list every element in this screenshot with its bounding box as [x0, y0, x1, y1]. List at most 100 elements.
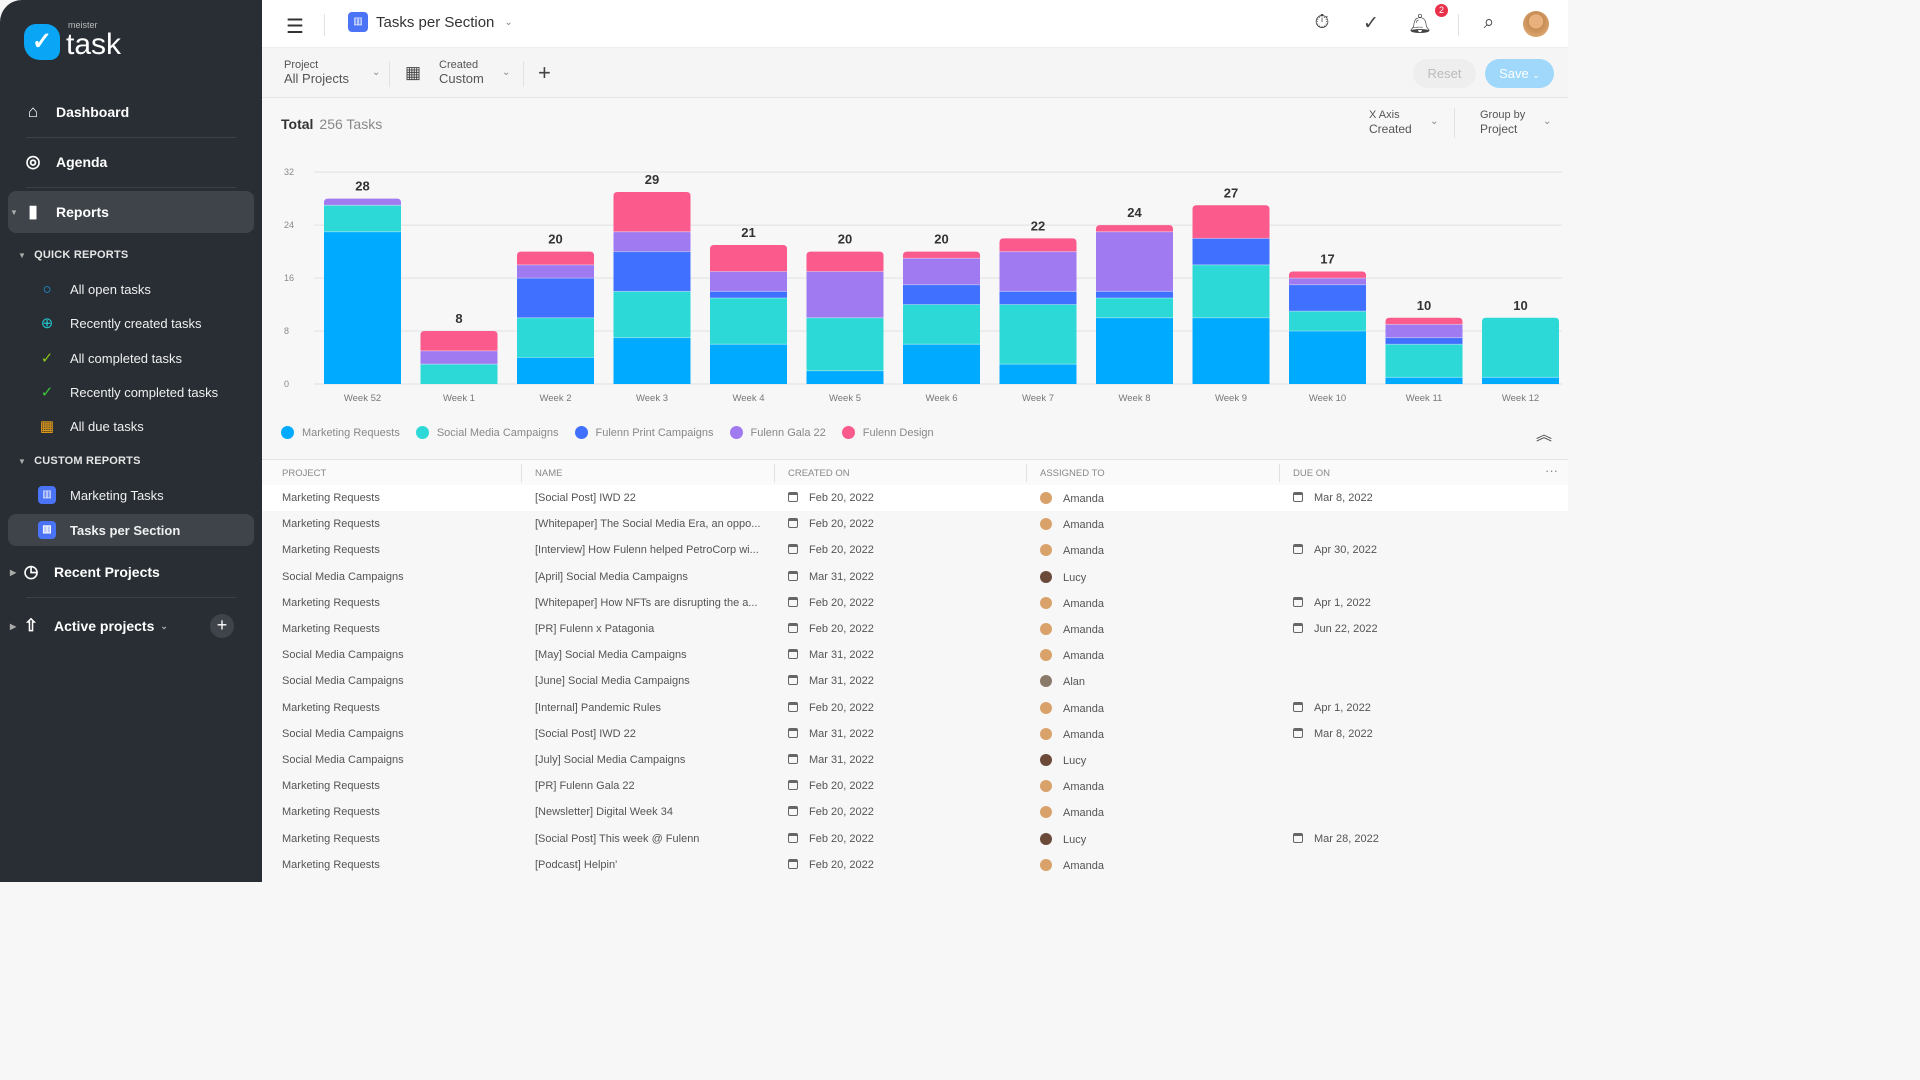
- bar-segment[interactable]: [1385, 337, 1463, 345]
- table-row[interactable]: Social Media Campaigns [May] Social Medi…: [262, 642, 1568, 668]
- name-cell[interactable]: [Social Post] IWD 22: [535, 727, 636, 740]
- report-tasks-per-section[interactable]: ▥ Tasks per Section: [8, 514, 254, 546]
- bar-segment[interactable]: [1385, 317, 1463, 325]
- check-circle-icon[interactable]: ✓: [1363, 13, 1379, 34]
- bar-segment[interactable]: [999, 251, 1077, 292]
- bar-segment[interactable]: [1289, 271, 1366, 279]
- report-all-due[interactable]: ▦ All due tasks: [8, 410, 254, 442]
- group-by-select[interactable]: Group by Project: [1480, 108, 1525, 136]
- bar-segment[interactable]: [1096, 297, 1173, 318]
- name-cell[interactable]: [Interview] How Fulenn helped PetroCorp …: [535, 544, 759, 557]
- bar-segment[interactable]: [420, 364, 498, 384]
- bar-segment[interactable]: [999, 291, 1077, 305]
- bar-segment[interactable]: [517, 357, 594, 384]
- bar-segment[interactable]: [999, 364, 1077, 384]
- reset-button[interactable]: Reset: [1413, 59, 1476, 88]
- bar-segment[interactable]: [613, 337, 691, 384]
- report-marketing-tasks[interactable]: ▥ Marketing Tasks: [8, 479, 254, 511]
- bar-segment[interactable]: [903, 284, 980, 305]
- custom-reports-header[interactable]: ▼ CUSTOM REPORTS: [18, 455, 141, 467]
- add-filter-button[interactable]: +: [538, 60, 551, 85]
- name-cell[interactable]: [May] Social Media Campaigns: [535, 649, 687, 662]
- nav-active-projects[interactable]: ▶ ⇧ Active projects ⌄ +: [8, 605, 254, 647]
- bar-segment[interactable]: [420, 331, 498, 351]
- bar-segment[interactable]: [903, 304, 980, 345]
- column-header[interactable]: PROJECT: [282, 468, 327, 479]
- menu-icon[interactable]: ☰: [286, 16, 304, 38]
- table-row[interactable]: Social Media Campaigns [July] Social Med…: [262, 747, 1568, 773]
- bar-segment[interactable]: [1385, 344, 1463, 378]
- bar-segment[interactable]: [999, 238, 1077, 252]
- search-icon[interactable]: ⌕: [1483, 12, 1495, 33]
- timer-icon[interactable]: ⏱: [1314, 12, 1330, 33]
- table-row[interactable]: Marketing Requests [Newsletter] Digital …: [262, 799, 1568, 825]
- save-button[interactable]: Save ⌄: [1485, 59, 1554, 88]
- quick-reports-header[interactable]: ▼ QUICK REPORTS: [18, 249, 128, 261]
- name-cell[interactable]: [Social Post] This week @ Fulenn: [535, 832, 700, 845]
- bar-segment[interactable]: [710, 271, 787, 292]
- table-row[interactable]: Marketing Requests [Whitepaper] The Soci…: [262, 511, 1568, 537]
- column-header[interactable]: ASSIGNED TO: [1040, 468, 1105, 479]
- table-row[interactable]: Social Media Campaigns [June] Social Med…: [262, 668, 1568, 694]
- bar-segment[interactable]: [613, 231, 691, 252]
- bar-segment[interactable]: [806, 317, 884, 371]
- collapse-chart-button[interactable]: ︽: [1535, 427, 1552, 444]
- table-row[interactable]: Marketing Requests [Internal] Pandemic R…: [262, 695, 1568, 721]
- bar-segment[interactable]: [710, 244, 787, 272]
- bar-segment[interactable]: [806, 251, 884, 272]
- bar-segment[interactable]: [517, 251, 594, 265]
- bar-segment[interactable]: [1192, 238, 1270, 265]
- bar-segment[interactable]: [1192, 317, 1270, 384]
- bar-segment[interactable]: [710, 291, 787, 298]
- bar-segment[interactable]: [1289, 278, 1366, 285]
- bar-segment[interactable]: [903, 251, 980, 259]
- more-options-icon[interactable]: ···: [1545, 463, 1558, 478]
- table-row[interactable]: Marketing Requests [Social Post] IWD 22 …: [262, 485, 1568, 511]
- bar-segment[interactable]: [1482, 377, 1559, 384]
- add-project-button[interactable]: +: [210, 614, 234, 638]
- name-cell[interactable]: [PR] Fulenn Gala 22: [535, 780, 635, 793]
- legend-item[interactable]: Marketing Requests: [281, 426, 400, 439]
- bar-segment[interactable]: [1385, 324, 1463, 338]
- bar-segment[interactable]: [517, 317, 594, 358]
- name-cell[interactable]: [Social Post] IWD 22: [535, 492, 636, 504]
- bar-segment[interactable]: [613, 251, 691, 292]
- bar-segment[interactable]: [806, 271, 884, 318]
- table-row[interactable]: Marketing Requests [Whitepaper] How NFTs…: [262, 590, 1568, 616]
- bar-segment[interactable]: [1289, 311, 1366, 332]
- bell-icon[interactable]: 🔔︎: [1408, 14, 1433, 35]
- column-header[interactable]: NAME: [535, 468, 563, 479]
- bar-segment[interactable]: [903, 258, 980, 285]
- legend-item[interactable]: Fulenn Gala 22: [729, 426, 826, 439]
- bar-segment[interactable]: [1482, 317, 1559, 378]
- nav-reports[interactable]: ▼ ▮ Reports: [8, 191, 254, 233]
- bar-segment[interactable]: [324, 231, 401, 384]
- bar-segment[interactable]: [613, 291, 691, 338]
- bar-segment[interactable]: [1096, 317, 1173, 384]
- report-recently-completed[interactable]: ✓ Recently completed tasks: [8, 376, 254, 408]
- name-cell[interactable]: [Whitepaper] How NFTs are disrupting the…: [535, 596, 758, 609]
- report-all-open-tasks[interactable]: ○ All open tasks: [8, 273, 254, 305]
- bar-segment[interactable]: [1192, 264, 1270, 318]
- bar-segment[interactable]: [806, 370, 884, 384]
- table-row[interactable]: Marketing Requests [Interview] How Fulen…: [262, 537, 1568, 563]
- bar-segment[interactable]: [1289, 284, 1366, 312]
- bar-segment[interactable]: [1096, 225, 1173, 232]
- bar-segment[interactable]: [1192, 205, 1270, 239]
- bar-segment[interactable]: [613, 192, 691, 232]
- x-axis-select[interactable]: X Axis Created: [1369, 108, 1412, 136]
- legend-item[interactable]: Social Media Campaigns: [415, 426, 559, 439]
- table-row[interactable]: Marketing Requests [PR] Fulenn Gala 22 F…: [262, 773, 1568, 799]
- table-row[interactable]: Marketing Requests [Podcast] Helpin' Feb…: [262, 852, 1568, 878]
- bar-segment[interactable]: [1096, 231, 1173, 292]
- bar-segment[interactable]: [710, 344, 787, 384]
- bar-segment[interactable]: [324, 205, 401, 232]
- bar-segment[interactable]: [903, 344, 980, 384]
- meistertask-logo[interactable]: ✓ meister task: [24, 20, 121, 60]
- bar-segment[interactable]: [999, 304, 1077, 365]
- nav-recent-projects[interactable]: ▶ ◷ Recent Projects: [8, 551, 254, 593]
- legend-item[interactable]: Fulenn Design: [841, 426, 934, 439]
- name-cell[interactable]: [Internal] Pandemic Rules: [535, 701, 661, 714]
- report-all-completed[interactable]: ✓ All completed tasks: [8, 342, 254, 374]
- nav-agenda[interactable]: ◎ Agenda: [8, 141, 254, 183]
